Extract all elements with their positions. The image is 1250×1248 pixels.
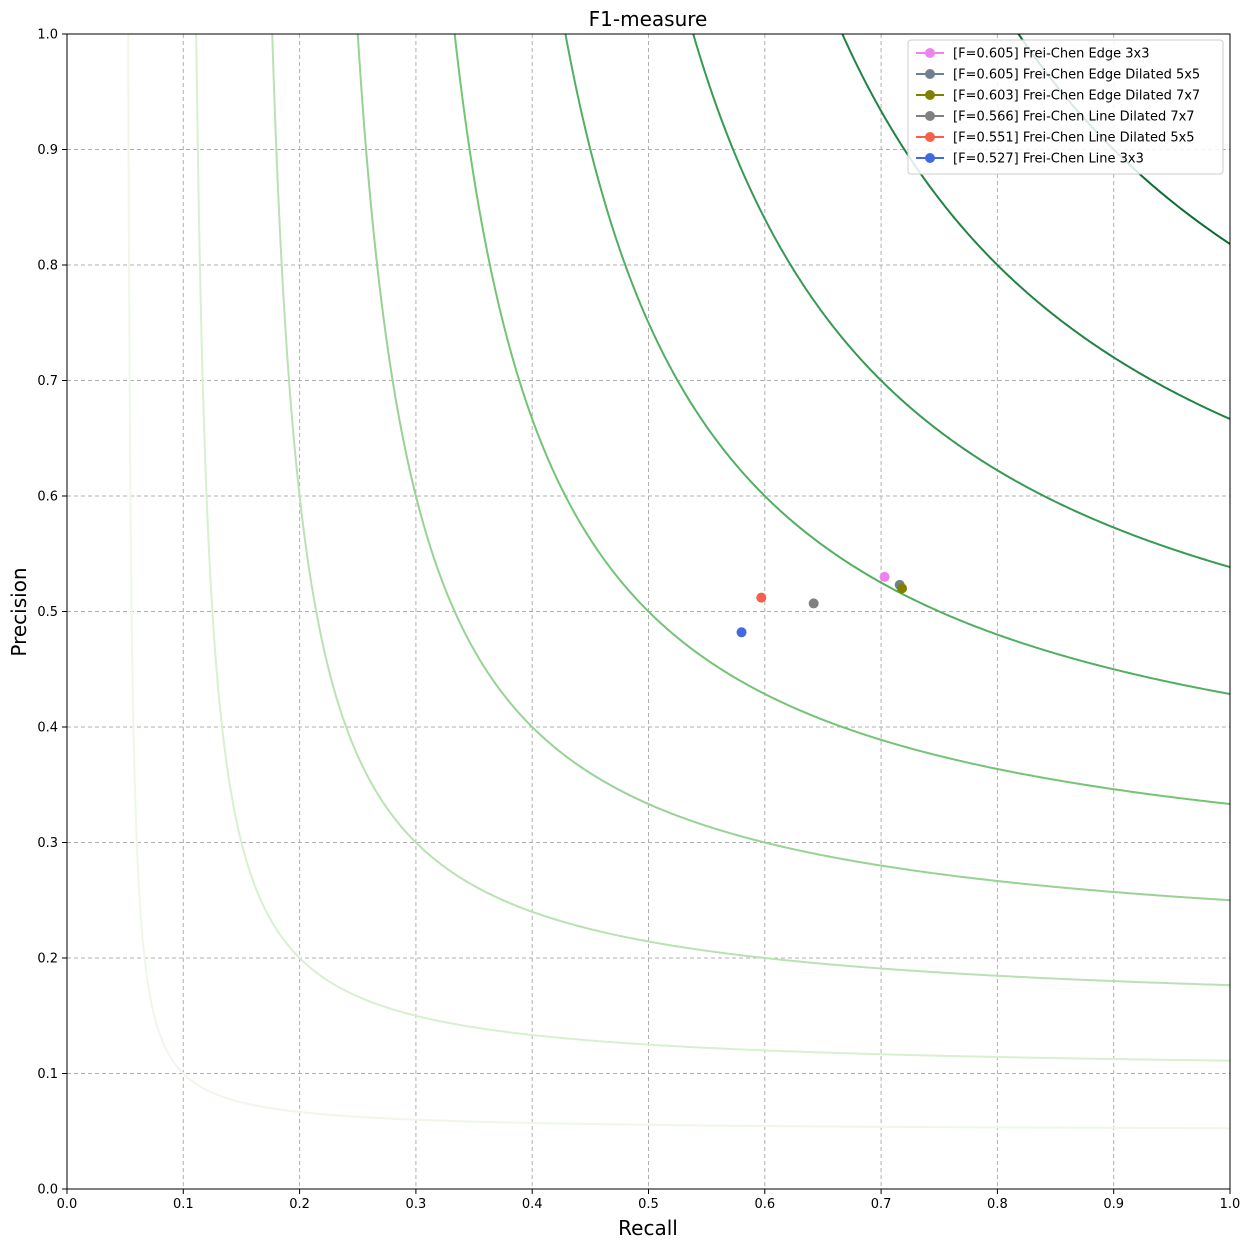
x-tick-label: 0.5: [638, 1197, 659, 1212]
iso-f1-curve: [692, 34, 1230, 569]
legend-marker: [925, 90, 935, 100]
chart-title: F1-measure: [589, 7, 708, 31]
legend-marker: [925, 69, 935, 79]
legend-entry: [F=0.551] Frei-Chen Line Dilated 5x5: [953, 131, 1195, 146]
iso-f1-curve: [127, 34, 1230, 1130]
x-tick-label: 0.0: [57, 1197, 78, 1212]
y-tick-label: 0.2: [37, 952, 58, 967]
x-tick-label: 0.2: [289, 1197, 310, 1212]
y-tick-label: 0.8: [37, 259, 58, 274]
y-tick-label: 0.6: [37, 490, 58, 505]
data-points: [736, 571, 908, 638]
x-tick-label: 0.6: [754, 1197, 775, 1212]
x-tick-label: 0.8: [987, 1197, 1008, 1212]
y-axis-label: Precision: [7, 567, 31, 656]
y-tick-label: 0.5: [37, 605, 58, 620]
x-tick-label: 0.1: [173, 1197, 194, 1212]
legend: [F=0.605] Frei-Chen Edge 3x3 [F=0.605] Fr…: [907, 39, 1224, 175]
x-axis-label: Recall: [618, 1216, 678, 1240]
legend-box: [907, 39, 1224, 175]
legend-entry: [F=0.527] Frei-Chen Line 3x3: [953, 152, 1144, 167]
y-tick-label: 0.0: [37, 1183, 58, 1198]
legend-marker: [925, 132, 935, 142]
data-point: [808, 598, 819, 609]
y-tick-label: 0.4: [37, 721, 58, 736]
iso-f1-curve: [453, 34, 1230, 805]
iso-f1-curve: [195, 34, 1230, 1062]
legend-marker: [925, 48, 935, 58]
legend-marker: [925, 153, 935, 163]
iso-f1-curve: [564, 34, 1230, 695]
x-tick-label: 0.7: [871, 1197, 892, 1212]
iso-f1-curve: [271, 34, 1230, 987]
data-point: [897, 583, 908, 594]
iso-f1-curve: [356, 34, 1230, 902]
y-tick-label: 1.0: [37, 28, 58, 43]
x-tick-label: 1.0: [1220, 1197, 1241, 1212]
legend-entry: [F=0.605] Frei-Chen Edge 3x3: [953, 47, 1150, 62]
data-point: [756, 592, 767, 603]
data-point: [879, 571, 890, 582]
legend-marker: [925, 111, 935, 121]
y-tick-label: 0.3: [37, 836, 58, 851]
y-tick-label: 0.9: [37, 143, 58, 158]
y-axis-ticks: 0.0 0.1 0.2 0.3 0.4 0.5 0.6 0.7 0.8 0.9 1.0: [37, 28, 67, 1198]
iso-f1-curve: [841, 34, 1230, 420]
x-axis-ticks: 0.0 0.1 0.2 0.3 0.4 0.5 0.6 0.7 0.8 0.9 1.0: [57, 1189, 1241, 1212]
x-tick-label: 0.4: [522, 1197, 543, 1212]
legend-entry: [F=0.605] Frei-Chen Edge Dilated 5x5: [953, 68, 1200, 83]
x-tick-label: 0.9: [1103, 1197, 1124, 1212]
y-tick-label: 0.1: [37, 1067, 58, 1082]
legend-entry: [F=0.603] Frei-Chen Edge Dilated 7x7: [953, 89, 1200, 104]
x-tick-label: 0.3: [406, 1197, 427, 1212]
data-point: [736, 627, 747, 638]
iso-f1-curves: [127, 34, 1230, 1130]
y-tick-label: 0.7: [37, 374, 58, 389]
legend-entry: [F=0.566] Frei-Chen Line Dilated 7x7: [953, 110, 1195, 125]
